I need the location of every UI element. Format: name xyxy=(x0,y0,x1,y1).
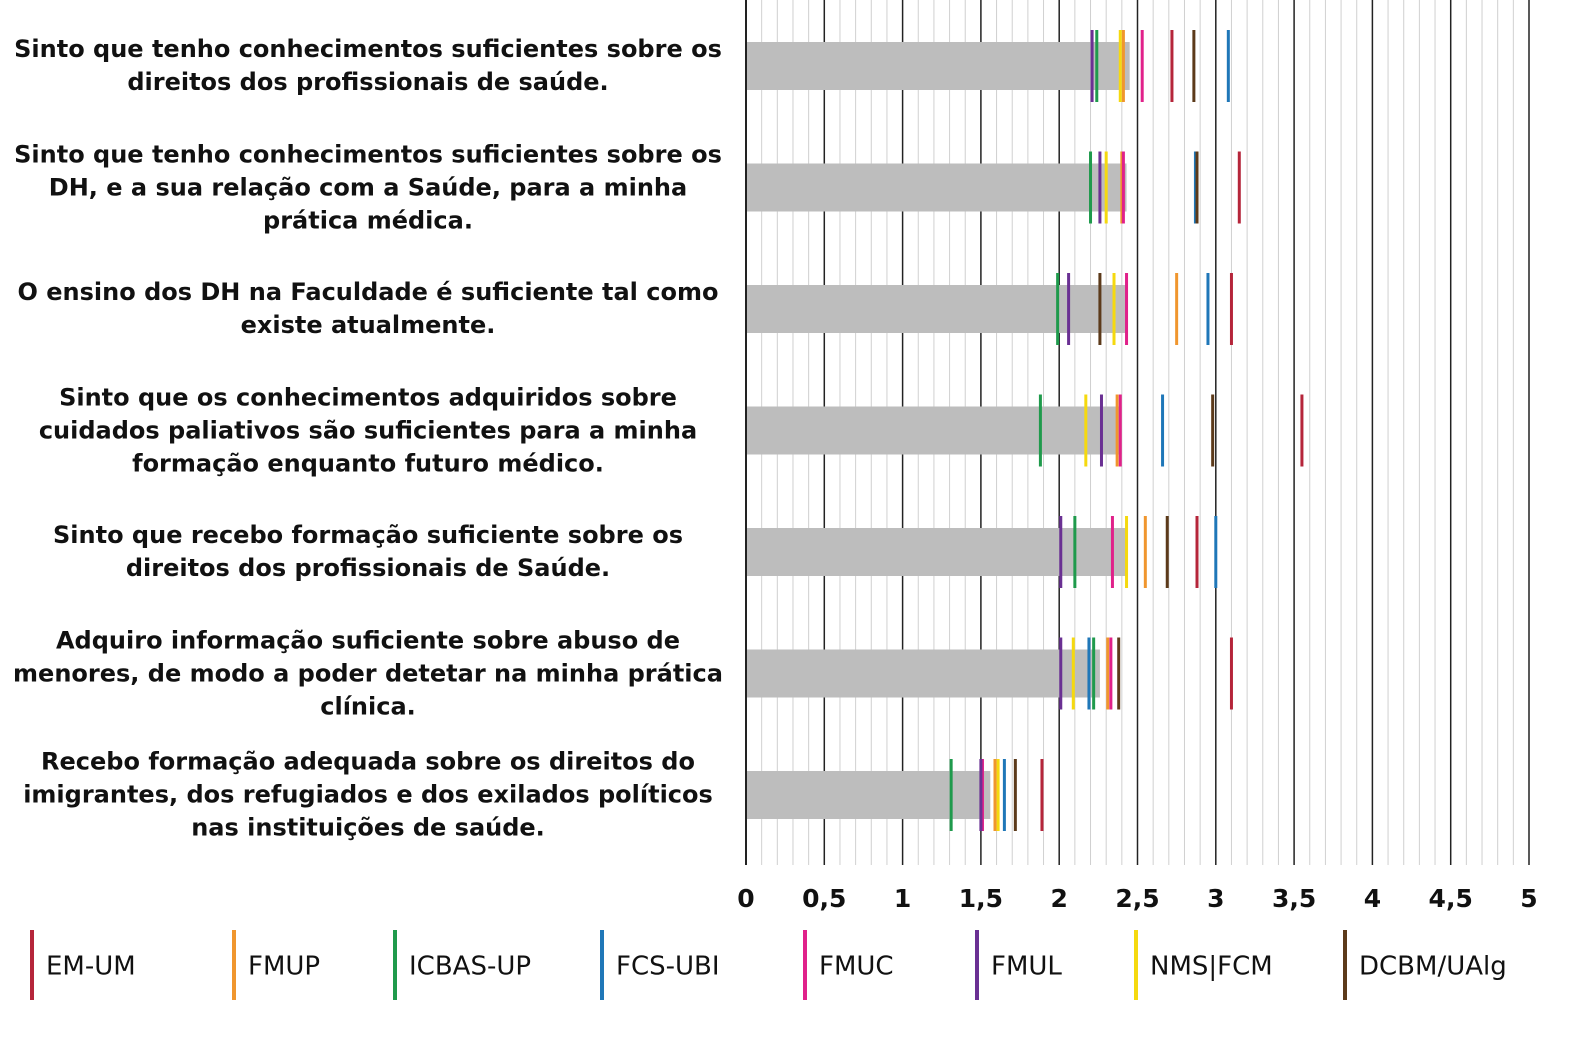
category-label: Sinto que os conhecimentos adquiridos so… xyxy=(38,383,698,477)
legend-label: NMS|FCM xyxy=(1150,952,1273,982)
legend-label: FMUP xyxy=(248,952,320,982)
bar xyxy=(746,163,1127,212)
x-tick-label: 1 xyxy=(894,884,911,913)
bar xyxy=(746,406,1122,455)
bar xyxy=(746,285,1127,333)
legend-label: EM-UM xyxy=(46,952,136,982)
x-tick-label: 5 xyxy=(1520,884,1537,913)
legend-label: FMUL xyxy=(991,952,1062,982)
category-label: Sinto que tenho conhecimentos suficiente… xyxy=(14,140,722,234)
x-tick-label: 0,5 xyxy=(802,884,846,913)
x-tick-label: 0 xyxy=(737,884,754,913)
bar xyxy=(746,649,1100,698)
x-tick-label: 1,5 xyxy=(959,884,1003,913)
legend-label: ICBAS-UP xyxy=(409,952,531,982)
x-tick-label: 4 xyxy=(1364,884,1381,913)
legend-label: FCS-UBI xyxy=(616,952,720,982)
bar xyxy=(746,528,1127,576)
category-label: Recebo formação adequada sobre os direit… xyxy=(23,747,713,842)
x-tick-label: 3 xyxy=(1207,884,1224,913)
x-tick-label: 3,5 xyxy=(1272,884,1316,913)
legend-label: DCBM/UAlg xyxy=(1359,952,1507,982)
legend-label: FMUC xyxy=(819,952,894,982)
category-label: O ensino dos DH na Faculdade é suficient… xyxy=(17,278,719,339)
category-label: Sinto que recebo formação suficiente sob… xyxy=(53,521,683,582)
bar xyxy=(746,42,1130,90)
x-tick-label: 4,5 xyxy=(1429,884,1473,913)
category-label: Adquiro informação suficiente sobre abus… xyxy=(13,626,723,720)
category-label: Sinto que tenho conhecimentos suficiente… xyxy=(14,35,722,96)
x-tick-label: 2 xyxy=(1050,884,1067,913)
x-tick-label: 2,5 xyxy=(1115,884,1159,913)
bar xyxy=(746,771,991,819)
